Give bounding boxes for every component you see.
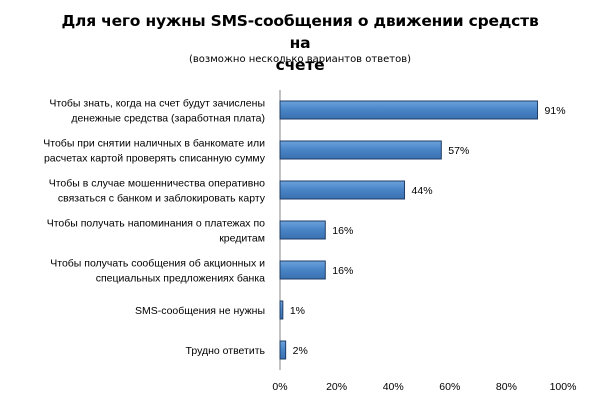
bar-1 [279,100,539,120]
bar-4 [279,220,326,240]
value-label-1: 91% [545,105,566,117]
chart-title-line-2: счете [275,56,325,74]
value-label-2: 57% [448,145,469,157]
value-label-4: 16% [332,225,353,237]
chart-title-line-1: Для чего нужны SMS-сообщения о движении … [61,12,539,52]
bar-2 [279,140,442,160]
x-tick-label-3: 40% [383,381,404,393]
x-tick-label-5: 80% [496,381,517,393]
bar-6 [279,300,284,320]
bar-5 [279,260,326,280]
category-label-1-line-1: Чтобы знать, когда на счет будут зачисле… [49,98,265,110]
category-label-2-line-2: расчетах картой проверять списанную сумм… [44,153,266,165]
category-label-5-line-2: специальных предложениях банка [96,273,265,285]
category-label-3-line-1: Чтобы в случае мошенничества оперативно [49,178,265,190]
bar-7 [279,340,287,360]
value-label-7: 2% [293,345,308,357]
category-label-7-line-1: Трудно ответить [186,345,266,357]
x-tick-label-2: 20% [326,381,347,393]
x-tick-label-1: 0% [272,381,287,393]
value-label-5: 16% [332,265,353,277]
category-label-3-line-2: связаться с банком и заблокировать карту [58,193,266,205]
chart-title: Для чего нужны SMS-сообщения о движении … [60,10,540,76]
x-tick-label-4: 60% [439,381,460,393]
category-label-4-line-2: кредитам [219,233,265,245]
value-label-6: 1% [290,305,305,317]
x-tick-label-6: 100% [550,381,577,393]
value-label-3: 44% [412,185,433,197]
category-label-5-line-1: Чтобы получать сообщения об акционных и [50,258,265,270]
category-label-2-line-1: Чтобы при снятии наличных в банкомате ил… [43,138,265,150]
category-label-4-line-1: Чтобы получать напоминания о платежах по [47,218,265,230]
bar-3 [279,180,406,200]
category-label-6-line-1: SMS-сообщения не нужны [135,305,265,317]
chart-subtitle: (возможно несколько вариантов ответов) [189,54,411,65]
category-label-1-line-2: денежные средства (заработная плата) [71,113,265,125]
